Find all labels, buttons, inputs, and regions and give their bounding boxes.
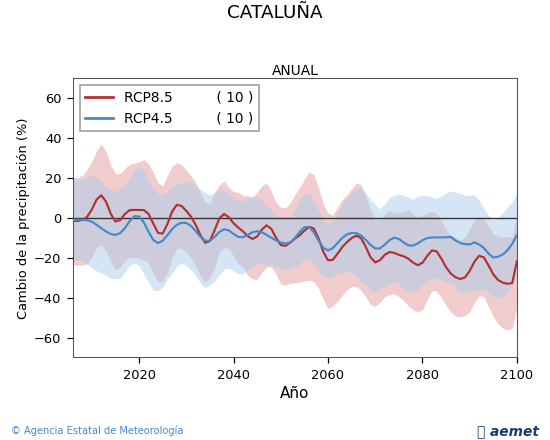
Title: ANUAL: ANUAL	[272, 64, 318, 78]
Text: © Agencia Estatal de Meteorología: © Agencia Estatal de Meteorología	[11, 425, 184, 436]
X-axis label: Año: Año	[280, 386, 310, 401]
Y-axis label: Cambio de la precipitación (%): Cambio de la precipitación (%)	[16, 117, 30, 319]
Text: CATALUÑA: CATALUÑA	[227, 4, 323, 22]
Text: ⓣ aemet: ⓣ aemet	[477, 424, 539, 438]
Legend: RCP8.5          ( 10 ), RCP4.5          ( 10 ): RCP8.5 ( 10 ), RCP4.5 ( 10 )	[80, 85, 258, 131]
